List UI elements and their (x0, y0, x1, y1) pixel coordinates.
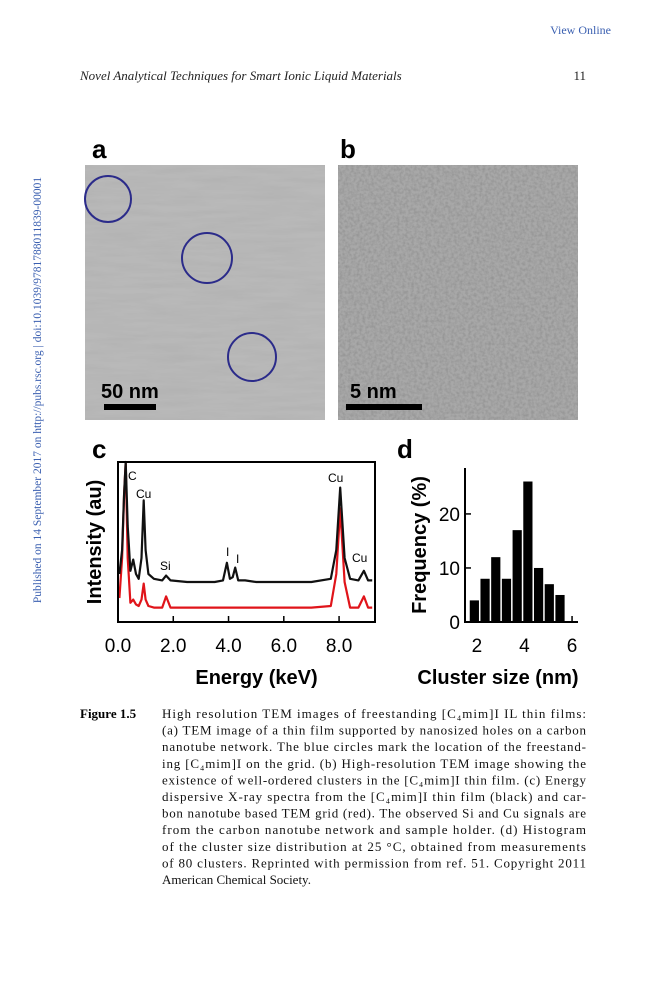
page-number: 11 (573, 68, 586, 83)
peak-annotation: Si (160, 559, 171, 573)
y-axis-label: Intensity (au) (84, 480, 106, 604)
figure-label: Figure 1.5 (80, 706, 137, 721)
sidebar-citation[interactable]: Published on 14 September 2017 on http:/… (32, 177, 44, 603)
peak-annotation: I (236, 552, 239, 566)
caption-line: existence of well-ordered clusters in th… (162, 772, 587, 787)
caption-line: ing [C₄mim]I on the grid. (b) High-resol… (162, 756, 586, 771)
histogram-bar (501, 578, 512, 622)
x-axis-label: Cluster size (nm) (417, 667, 578, 689)
spectrum-line (118, 460, 373, 584)
caption-line: dispersive X-ray spectra from the [C₄mim… (162, 789, 586, 804)
histogram-bar (491, 557, 501, 622)
y-tick-label: 20 (439, 505, 460, 526)
histogram-bar (544, 584, 554, 622)
caption-line: nanotube network. The blue circles mark … (162, 739, 586, 754)
tem-image-a (84, 165, 325, 420)
panel-label: c (92, 434, 106, 464)
y-axis-label: Frequency (%) (409, 476, 431, 614)
x-axis-label: Energy (keV) (195, 667, 317, 689)
caption-line: High resolution TEM images of freestandi… (162, 706, 586, 721)
panel-label: b (340, 134, 356, 164)
tem-image-b (338, 165, 578, 420)
histogram-bar (480, 578, 490, 622)
x-tick-label: 8.0 (326, 636, 352, 657)
peak-annotation: C (128, 469, 137, 483)
peak-annotation: I (226, 545, 229, 559)
panel-label: a (92, 134, 107, 164)
peak-annotation: Cu (328, 471, 343, 485)
x-tick-label: 6 (567, 636, 578, 657)
peak-annotation: Cu (136, 487, 151, 501)
x-tick-label: 2.0 (160, 636, 186, 657)
histogram-bar (555, 594, 565, 622)
caption-line: bon nanotube based TEM grid (red). The o… (162, 806, 586, 821)
scale-bar-label: 50 nm (101, 381, 159, 403)
y-tick-label: 10 (439, 559, 460, 580)
x-tick-label: 6.0 (271, 636, 297, 657)
x-tick-label: 4.0 (215, 636, 241, 657)
plot-frame (117, 461, 376, 623)
caption-line: American Chemical Society. (162, 872, 311, 887)
histogram-bar (523, 481, 533, 622)
spectrum-line (118, 460, 373, 609)
x-tick-label: 0.0 (105, 636, 131, 657)
caption-line: of 80 clusters. Reprinted with permissio… (162, 855, 586, 870)
x-tick-label: 2 (472, 636, 483, 657)
scale-bar-label: 5 nm (350, 381, 397, 403)
histogram-bar (533, 567, 544, 622)
panel-label: d (397, 434, 413, 464)
caption-line: (a) TEM image of a thin film supported b… (162, 723, 587, 738)
peak-annotation: Cu (352, 551, 367, 565)
view-online-link[interactable]: View Online (550, 23, 611, 37)
caption-line: of the cluster size distribution at 25 °… (162, 839, 586, 854)
histogram-bar (512, 530, 522, 622)
x-tick-label: 4 (519, 636, 530, 657)
histogram-bar (469, 600, 479, 622)
caption-line: from the carbon nanotube network and sam… (162, 822, 586, 837)
y-tick-label: 0 (449, 613, 460, 634)
running-title: Novel Analytical Techniques for Smart Io… (79, 68, 402, 83)
